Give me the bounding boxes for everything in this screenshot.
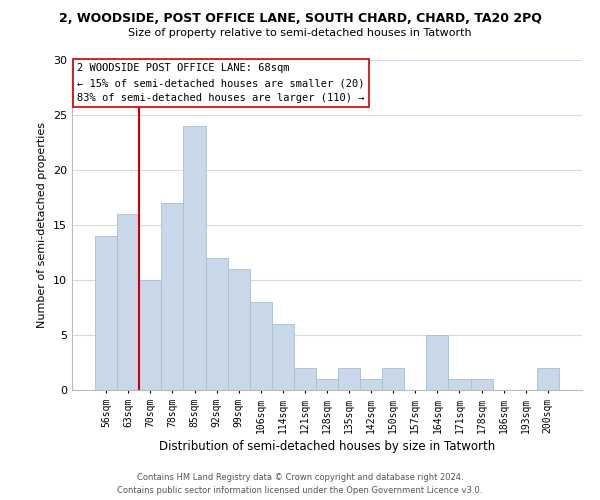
Text: 2, WOODSIDE, POST OFFICE LANE, SOUTH CHARD, CHARD, TA20 2PQ: 2, WOODSIDE, POST OFFICE LANE, SOUTH CHA… [59,12,541,26]
Bar [470,379,493,390]
X-axis label: Distribution of semi-detached houses by size in Tatworth: Distribution of semi-detached houses by … [159,440,495,453]
Bar [117,214,139,390]
Text: Contains HM Land Registry data © Crown copyright and database right 2024.
Contai: Contains HM Land Registry data © Crown c… [118,474,482,495]
Bar [184,126,206,390]
Bar [95,236,117,390]
Bar [382,368,404,390]
Bar [294,368,316,390]
Bar [206,258,227,390]
Y-axis label: Number of semi-detached properties: Number of semi-detached properties [37,122,47,328]
Bar [227,269,250,390]
Bar [272,324,294,390]
Bar [537,368,559,390]
Bar [316,379,338,390]
Bar [360,379,382,390]
Bar [448,379,470,390]
Bar [161,203,184,390]
Bar [338,368,360,390]
Bar [250,302,272,390]
Bar [427,335,448,390]
Text: 2 WOODSIDE POST OFFICE LANE: 68sqm
← 15% of semi-detached houses are smaller (20: 2 WOODSIDE POST OFFICE LANE: 68sqm ← 15%… [77,64,365,103]
Bar [139,280,161,390]
Text: Size of property relative to semi-detached houses in Tatworth: Size of property relative to semi-detach… [128,28,472,38]
